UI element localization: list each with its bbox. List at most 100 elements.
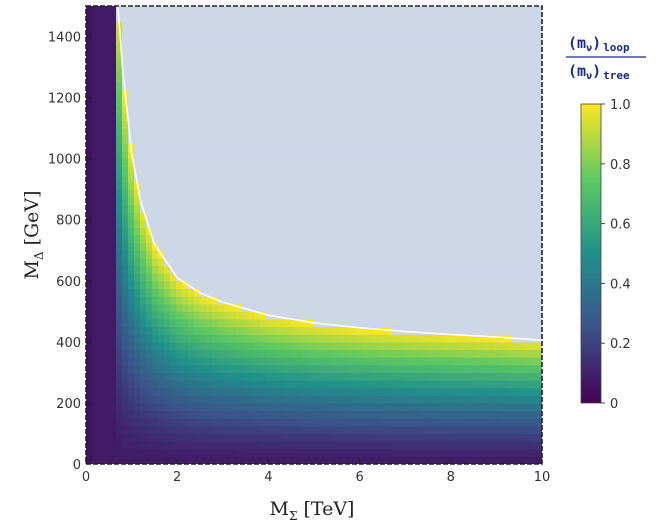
heatmap-cell (176, 296, 183, 305)
heatmap-cell (98, 189, 105, 198)
heatmap-cell (500, 326, 507, 335)
heatmap-cell (482, 143, 489, 152)
heatmap-cell (476, 67, 483, 76)
heatmap-cell (482, 227, 489, 236)
heatmap-cell (92, 372, 99, 381)
heatmap-cell (206, 74, 213, 83)
heatmap-cell (332, 288, 339, 297)
heatmap-cell (512, 204, 519, 213)
heatmap-cell (290, 433, 297, 442)
heatmap-cell (218, 235, 225, 244)
heatmap-cell (470, 219, 477, 228)
heatmap-cell (326, 212, 333, 221)
heatmap-cell (440, 135, 447, 144)
heatmap-cell (380, 120, 387, 129)
heatmap-cell (506, 28, 513, 38)
heatmap-cell (254, 181, 261, 190)
heatmap-cell (254, 456, 261, 464)
heatmap-cell (500, 280, 507, 290)
heatmap-cell (458, 44, 465, 53)
heatmap-cell (206, 349, 213, 358)
heatmap-cell (452, 158, 459, 167)
heatmap-cell (518, 227, 525, 236)
heatmap-cell (248, 326, 255, 335)
heatmap-cell (530, 112, 537, 122)
heatmap-cell (302, 105, 309, 114)
heatmap-cell (104, 303, 111, 312)
heatmap-cell (398, 456, 405, 464)
heatmap-cell (470, 318, 477, 328)
heatmap-cell (146, 143, 153, 152)
heatmap-cell (290, 372, 297, 381)
heatmap-cell (536, 280, 542, 290)
heatmap-cell (392, 341, 399, 351)
heatmap-cell (338, 395, 345, 404)
heatmap-cell (530, 402, 537, 412)
heatmap-cell (308, 387, 315, 396)
heatmap-cell (404, 36, 411, 45)
heatmap-cell (128, 395, 135, 404)
heatmap-cell (464, 196, 471, 206)
heatmap-cell (314, 105, 321, 114)
heatmap-cell (386, 349, 393, 358)
heatmap-cell (338, 112, 345, 122)
heatmap-cell (494, 135, 501, 144)
heatmap-cell (332, 433, 339, 442)
heatmap-cell (326, 265, 333, 274)
heatmap-cell (152, 97, 159, 106)
heatmap-cell (374, 28, 381, 38)
heatmap-cell (248, 341, 255, 351)
heatmap-cell (206, 89, 213, 99)
heatmap-cell (506, 364, 513, 373)
heatmap-cell (416, 250, 423, 259)
heatmap-cell (272, 410, 279, 419)
heatmap-cell (494, 44, 501, 53)
heatmap-cell (308, 296, 315, 305)
heatmap-cell (212, 448, 219, 457)
heatmap-cell (266, 265, 273, 274)
heatmap-cell (326, 21, 333, 30)
heatmap-cell (536, 311, 542, 320)
heatmap-cell (104, 349, 111, 358)
heatmap-cell (482, 311, 489, 320)
heatmap-cell (404, 97, 411, 106)
heatmap-cell (410, 212, 417, 221)
heatmap-cell (200, 59, 207, 68)
heatmap-cell (458, 250, 465, 259)
heatmap-cell (518, 326, 525, 335)
heatmap-cell (278, 433, 285, 442)
heatmap-cell (194, 418, 201, 427)
heatmap-cell (296, 128, 303, 137)
heatmap-cell (488, 311, 495, 320)
heatmap-cell (104, 82, 111, 91)
heatmap-cell (446, 441, 453, 450)
heatmap-cell (176, 28, 183, 38)
heatmap-cell (278, 105, 285, 114)
heatmap-cell (218, 112, 225, 122)
heatmap-cell (524, 13, 531, 22)
heatmap-cell (320, 296, 327, 305)
heatmap-cell (398, 402, 405, 412)
heatmap-cell (242, 334, 249, 343)
heatmap-cell (302, 74, 309, 83)
heatmap-cell (488, 303, 495, 312)
heatmap-cell (254, 326, 261, 335)
heatmap-cell (500, 173, 507, 183)
heatmap-cell (452, 235, 459, 244)
heatmap-cell (530, 6, 537, 15)
heatmap-cell (536, 13, 542, 22)
heatmap-cell (260, 326, 267, 335)
heatmap-cell (224, 303, 231, 312)
x-tick-label: 6 (355, 470, 363, 485)
heatmap-cell (284, 395, 291, 404)
heatmap-cell (254, 433, 261, 442)
heatmap-cell (140, 311, 147, 320)
heatmap-cell (494, 227, 501, 236)
heatmap-cell (368, 204, 375, 213)
heatmap-cell (200, 151, 207, 160)
heatmap-cell (326, 158, 333, 167)
heatmap-cell (104, 410, 111, 419)
heatmap-cell (344, 128, 351, 137)
heatmap-cell (110, 326, 117, 335)
heatmap-cell (374, 296, 381, 305)
